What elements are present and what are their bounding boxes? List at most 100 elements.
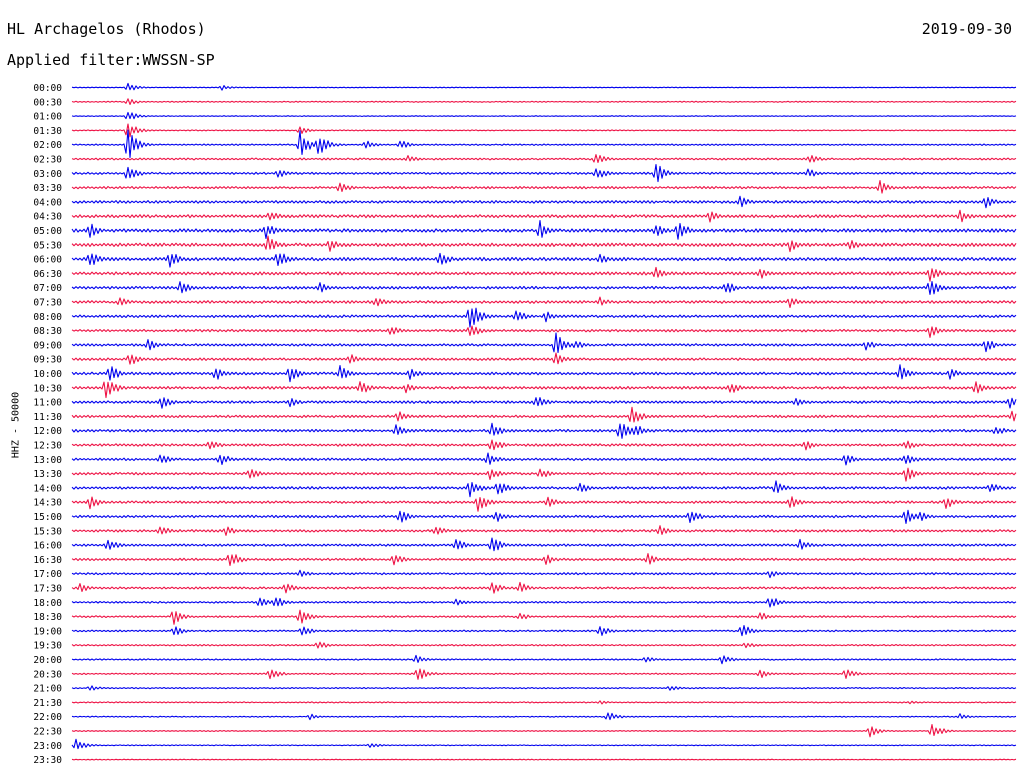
time-tick-label: 05:30 bbox=[33, 240, 62, 251]
time-tick-label: 20:00 bbox=[33, 655, 62, 666]
time-tick-label: 15:00 bbox=[33, 512, 62, 523]
trace-0500 bbox=[71, 220, 1017, 240]
time-tick-label: 18:00 bbox=[33, 598, 62, 609]
trace-1400 bbox=[71, 480, 1017, 498]
trace-0030 bbox=[71, 98, 1017, 106]
trace-1930 bbox=[71, 641, 1017, 649]
time-tick-label: 04:30 bbox=[33, 212, 62, 223]
time-tick-label: 20:30 bbox=[33, 669, 62, 680]
filter-info: Applied filter:WWSSN-SP bbox=[7, 51, 215, 69]
time-tick-label: 12:30 bbox=[33, 441, 62, 452]
time-tick-label: 22:30 bbox=[33, 727, 62, 738]
trace-1500 bbox=[71, 509, 1017, 524]
trace-1230 bbox=[71, 439, 1017, 451]
time-tick-label: 18:30 bbox=[33, 612, 62, 623]
trace-1730 bbox=[71, 581, 1017, 594]
trace-2130 bbox=[71, 700, 1017, 705]
time-tick-label: 22:00 bbox=[33, 712, 62, 723]
time-tick-label: 06:30 bbox=[33, 269, 62, 280]
trace-0000 bbox=[71, 82, 1017, 91]
trace-0130 bbox=[71, 123, 1017, 138]
trace-0100 bbox=[71, 111, 1017, 120]
time-tick-label: 16:00 bbox=[33, 541, 62, 552]
trace-0700 bbox=[71, 281, 1017, 295]
trace-2000 bbox=[71, 654, 1017, 665]
trace-1200 bbox=[71, 422, 1017, 439]
time-tick-label: 10:00 bbox=[33, 369, 62, 380]
time-tick-label: 16:30 bbox=[33, 555, 62, 566]
trace-1900 bbox=[71, 625, 1017, 637]
time-tick-label: 00:30 bbox=[33, 97, 62, 108]
filter-label: Applied filter: bbox=[7, 51, 143, 69]
trace-1700 bbox=[71, 569, 1017, 579]
time-tick-label: 11:30 bbox=[33, 412, 62, 423]
time-tick-label: 19:30 bbox=[33, 641, 62, 652]
trace-0930 bbox=[71, 352, 1017, 365]
trace-1430 bbox=[71, 496, 1017, 512]
time-tick-label: 07:00 bbox=[33, 283, 62, 294]
time-tick-label: 03:30 bbox=[33, 183, 62, 194]
time-tick-label: 02:00 bbox=[33, 140, 62, 151]
trace-0830 bbox=[71, 325, 1017, 338]
trace-2330 bbox=[71, 758, 1017, 761]
trace-0600 bbox=[71, 252, 1017, 268]
trace-1030 bbox=[71, 381, 1017, 399]
trace-group bbox=[71, 82, 1017, 761]
time-tick-label: 01:30 bbox=[33, 126, 62, 137]
time-tick-label: 12:00 bbox=[33, 426, 62, 437]
trace-1000 bbox=[71, 364, 1017, 383]
time-tick-label: 14:30 bbox=[33, 498, 62, 509]
time-tick-label: 04:00 bbox=[33, 197, 62, 208]
time-tick-label: 15:30 bbox=[33, 526, 62, 537]
trace-0530 bbox=[71, 235, 1017, 253]
time-tick-label: 07:30 bbox=[33, 298, 62, 309]
time-tick-label: 13:30 bbox=[33, 469, 62, 480]
time-tick-label: 10:30 bbox=[33, 383, 62, 394]
time-tick-label: 03:00 bbox=[33, 169, 62, 180]
trace-0330 bbox=[71, 180, 1017, 194]
trace-2230 bbox=[71, 724, 1017, 738]
time-tick-label: 05:00 bbox=[33, 226, 62, 237]
trace-1100 bbox=[71, 397, 1017, 409]
time-tick-label: 09:30 bbox=[33, 355, 62, 366]
trace-1600 bbox=[71, 537, 1017, 552]
trace-0230 bbox=[71, 154, 1017, 164]
time-tick-label: 08:00 bbox=[33, 312, 62, 323]
trace-0200 bbox=[71, 129, 1017, 159]
plot-date: 2019-09-30 bbox=[921, 20, 1012, 38]
time-tick-label: 06:00 bbox=[33, 255, 62, 266]
trace-0900 bbox=[71, 332, 1017, 354]
time-tick-label: 19:00 bbox=[33, 626, 62, 637]
trace-0800 bbox=[71, 307, 1017, 328]
trace-1300 bbox=[71, 452, 1017, 466]
trace-0630 bbox=[71, 266, 1017, 282]
trace-1630 bbox=[71, 553, 1017, 567]
station-title: HL Archagelos (Rhodos) bbox=[7, 20, 206, 38]
trace-2030 bbox=[71, 668, 1017, 680]
time-tick-label: 21:00 bbox=[33, 684, 62, 695]
time-tick-label: 14:00 bbox=[33, 483, 62, 494]
trace-2300 bbox=[71, 738, 1017, 750]
time-tick-label: 09:00 bbox=[33, 340, 62, 351]
trace-0400 bbox=[71, 195, 1017, 209]
trace-1330 bbox=[71, 467, 1017, 482]
trace-2100 bbox=[71, 685, 1017, 691]
time-tick-label: 23:30 bbox=[33, 755, 62, 766]
trace-0300 bbox=[71, 164, 1017, 183]
trace-1800 bbox=[71, 597, 1017, 608]
time-tick-label: 08:30 bbox=[33, 326, 62, 337]
tick-label-group: 00:00 00:30 01:00 01:30 02:00 02:30 03:00 03:30… bbox=[33, 83, 62, 766]
filter-value: WWSSN-SP bbox=[142, 51, 215, 69]
time-tick-label: 01:00 bbox=[33, 112, 62, 123]
trace-1130 bbox=[71, 406, 1017, 423]
trace-0730 bbox=[71, 296, 1017, 309]
time-tick-label: 00:00 bbox=[33, 83, 62, 94]
trace-2200 bbox=[71, 712, 1017, 721]
time-tick-label: 17:30 bbox=[33, 584, 62, 595]
time-tick-label: 13:00 bbox=[33, 455, 62, 466]
time-tick-label: 17:00 bbox=[33, 569, 62, 580]
trace-0430 bbox=[71, 209, 1017, 223]
trace-1830 bbox=[71, 609, 1017, 625]
time-tick-label: 11:00 bbox=[33, 398, 62, 409]
